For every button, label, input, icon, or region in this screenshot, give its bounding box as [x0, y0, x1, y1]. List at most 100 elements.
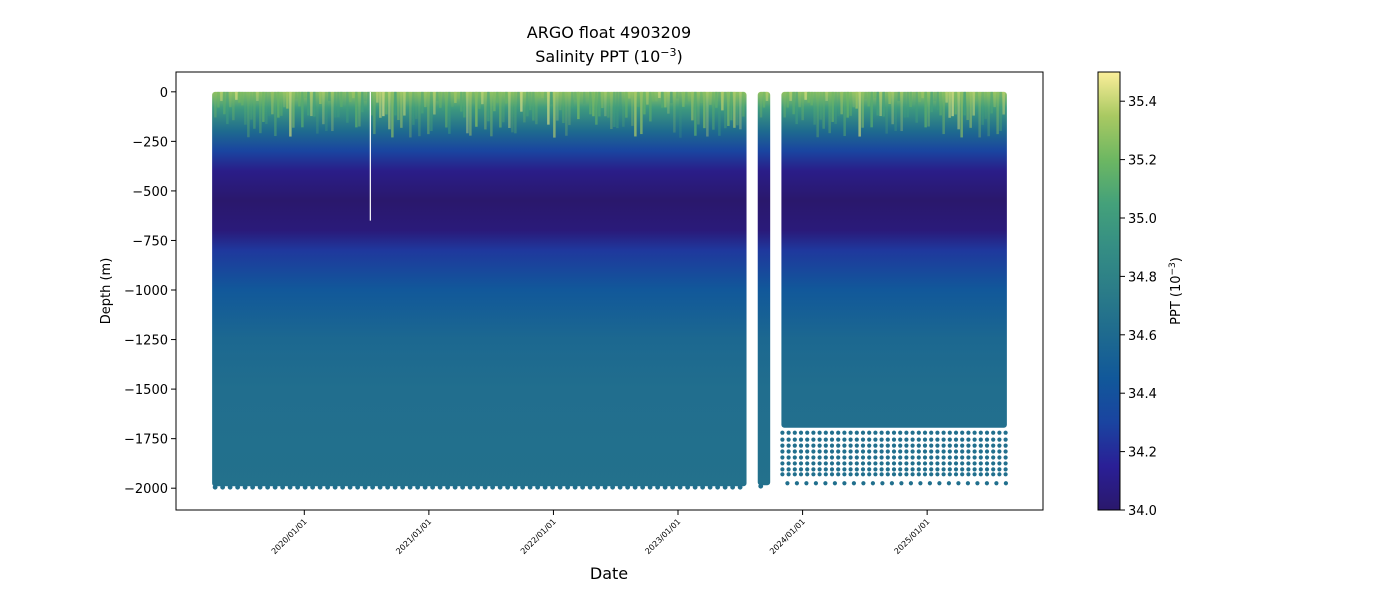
deep-sample-dot [994, 481, 999, 486]
deep-sample-dot [929, 449, 934, 454]
deep-sample-dot [898, 430, 903, 435]
x-axis: 2020/01/01 2021/01/01 2022/01/01 2023/01/01… [270, 510, 932, 556]
deep-sample-dot [792, 455, 797, 460]
deep-sample-dot [956, 481, 961, 486]
deep-sample-dot [953, 467, 959, 472]
deep-sample-dot [929, 467, 934, 472]
deep-sample-dot [910, 472, 915, 477]
colorbar-ticks: 34.0 34.2 34.4 34.6 34.8 35.0 35.2 35.4 [1120, 95, 1157, 519]
deep-sample-dot [805, 461, 810, 466]
deep-sample-dot [922, 449, 928, 454]
deep-sample-dot [780, 467, 785, 472]
x-tick-label: 2023/01/01 [643, 517, 682, 556]
deep-sample-dot [966, 437, 971, 442]
deep-sample-dot [984, 443, 990, 448]
deep-sample-dot [867, 437, 872, 442]
deep-sample-dot [978, 467, 983, 472]
deep-sample-dot [848, 455, 853, 460]
deep-sample-dot [1003, 430, 1008, 435]
deep-sample-dot [916, 467, 921, 472]
deep-sample-dot [786, 472, 791, 477]
deep-sample-dot [873, 461, 878, 466]
deep-sample-dot [891, 461, 897, 466]
deep-sample-dot [929, 472, 934, 477]
deep-sample-dot [780, 472, 785, 477]
deep-sample-dot [978, 472, 983, 477]
deep-sample-dot [805, 449, 810, 454]
deep-sample-dot [867, 443, 872, 448]
deep-sample-dot [867, 430, 872, 435]
deep-sample-dot [941, 449, 946, 454]
deep-sample-dot [786, 455, 791, 460]
deep-sample-dot [879, 461, 884, 466]
deep-sample-dot [978, 443, 983, 448]
deep-sample-dot [891, 430, 897, 435]
deep-sample-dot [947, 472, 952, 477]
deep-sample-dot [860, 472, 866, 477]
deep-sample-dot [811, 430, 816, 435]
deep-sample-dot [885, 461, 890, 466]
deep-sample-dot [898, 467, 903, 472]
deep-sample-dot [1003, 472, 1008, 477]
deep-sample-dot [848, 472, 853, 477]
deep-sample-dot [823, 455, 828, 460]
deep-sample-dot [929, 430, 934, 435]
deep-sample-dot [829, 449, 835, 454]
x-tick-label: 2022/01/01 [519, 517, 558, 556]
deep-sample-dot [848, 449, 853, 454]
colorbar-tick-label: 34.0 [1128, 504, 1157, 519]
deep-sample-dot [811, 461, 816, 466]
deep-sample-dot [823, 437, 828, 442]
deep-sample-dot [918, 481, 923, 486]
deep-sample-dot [851, 481, 857, 486]
deep-sample-dot [798, 461, 804, 466]
deep-sample-dot [792, 472, 797, 477]
deep-sample-dot [966, 455, 971, 460]
deep-sample-dot [889, 481, 895, 486]
deep-sample-dot [848, 443, 853, 448]
deep-sample-dot [860, 455, 866, 460]
deep-sample-dot [885, 449, 890, 454]
deep-sample-dot [991, 455, 996, 460]
deep-sample-dot [953, 461, 959, 466]
colorbar: 34.0 34.2 34.4 34.6 34.8 35.0 35.2 35.4 [1097, 71, 1157, 519]
deep-sample-dot [960, 467, 965, 472]
deep-sample-dot [953, 472, 959, 477]
deep-sample-dot [829, 461, 835, 466]
x-tick-label: 2024/01/01 [768, 517, 807, 556]
deep-sample-dot [860, 443, 866, 448]
deep-sample-dot [904, 437, 909, 442]
deep-sample-dot [991, 437, 996, 442]
deep-sample-dot [829, 467, 835, 472]
deep-sample-dot [991, 443, 996, 448]
deep-sample-dot [823, 449, 828, 454]
deep-sample-dot [916, 455, 921, 460]
deep-sample-dot [960, 472, 965, 477]
deep-sample-dot [978, 437, 983, 442]
deep-sample-dot [922, 467, 928, 472]
y-tick-label: 0 [160, 86, 168, 101]
deep-sample-dot [842, 430, 847, 435]
deep-sample-dot [984, 461, 990, 466]
deep-sample-dot [904, 430, 909, 435]
deep-sample-dot [898, 461, 903, 466]
deep-sample-dot [860, 461, 866, 466]
deep-sample-dot [991, 449, 996, 454]
y-axis-label: Depth (m) [99, 258, 114, 325]
colorbar-tick-label: 35.2 [1128, 154, 1157, 169]
deep-sample-dot [972, 430, 977, 435]
deep-sample-dot [922, 461, 928, 466]
deep-sample-dot [811, 455, 816, 460]
deep-sample-dot [972, 472, 977, 477]
deep-sample-dot [922, 472, 928, 477]
deep-sample-dot [972, 461, 977, 466]
deep-sample-dot [805, 437, 810, 442]
deep-sample-dot [991, 467, 996, 472]
deep-sample-dot [823, 461, 828, 466]
deep-sample-dot [972, 443, 977, 448]
colorbar-tick-label: 34.6 [1128, 329, 1157, 344]
deep-sample-dot [891, 472, 897, 477]
deep-sample-dot [854, 449, 859, 454]
deep-sample-dot [978, 455, 983, 460]
deep-sample-dot [904, 472, 909, 477]
